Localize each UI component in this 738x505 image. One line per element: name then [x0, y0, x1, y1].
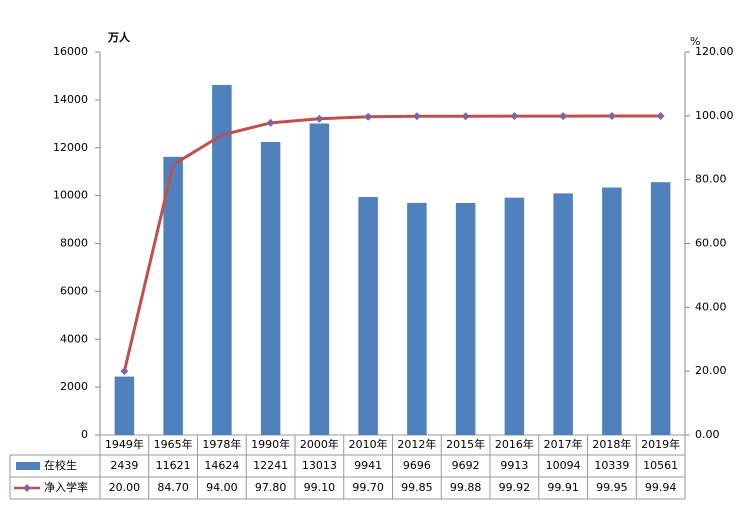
table-value: 10561 — [643, 459, 678, 472]
line-marker — [315, 114, 324, 123]
table-value: 9692 — [452, 459, 480, 472]
y2-tick-label: 60.00 — [695, 237, 727, 250]
x-tick-label: 2017年 — [544, 437, 583, 451]
line-marker — [364, 112, 373, 121]
y2-tick-label: 20.00 — [695, 364, 727, 377]
table-value: 9696 — [403, 459, 431, 472]
x-tick-label: 2016年 — [495, 437, 534, 451]
legend-swatch — [16, 462, 40, 470]
x-tick-label: 2012年 — [397, 437, 436, 451]
line — [122, 114, 661, 372]
table-value: 12241 — [253, 459, 288, 472]
y-tick-label: 8000 — [60, 237, 88, 250]
x-tick-label: 1949年 — [105, 437, 144, 451]
line-marker — [266, 118, 275, 127]
line-marker — [461, 112, 470, 121]
y-tick-label: 14000 — [53, 93, 88, 106]
line-marker — [607, 111, 616, 120]
table-value: 11621 — [156, 459, 191, 472]
table-value: 99.70 — [352, 481, 384, 494]
table-value: 10094 — [546, 459, 581, 472]
bar — [504, 197, 525, 435]
bar — [212, 84, 232, 436]
table-value: 14624 — [204, 459, 239, 472]
table-value: 9913 — [500, 459, 528, 472]
y2-tick-label: 40.00 — [695, 300, 727, 313]
x-tick-label: 2000年 — [300, 437, 339, 451]
bar — [455, 202, 476, 435]
table-value: 13013 — [302, 459, 337, 472]
bar — [407, 202, 427, 435]
x-tick-label: 2018年 — [592, 437, 631, 451]
y2-tick-label: 120.00 — [695, 45, 734, 58]
table-value: 9941 — [354, 459, 382, 472]
bar — [309, 123, 330, 435]
y-tick-label: 2000 — [60, 380, 88, 393]
legend-label: 在校生 — [44, 458, 77, 472]
table-value: 99.95 — [596, 481, 628, 494]
y2-tick-label: 80.00 — [695, 173, 727, 186]
x-tick-label: 1965年 — [154, 437, 193, 451]
x-tick-label: 1990年 — [251, 437, 290, 451]
x-tick-label: 1978年 — [202, 437, 241, 451]
bar — [602, 187, 622, 435]
line-marker — [169, 160, 178, 169]
x-tick-label: 2015年 — [446, 437, 485, 451]
y-tick-label: 4000 — [60, 332, 88, 345]
table-value: 94.00 — [206, 481, 238, 494]
y-tick-label: 16000 — [53, 45, 88, 58]
bar — [163, 156, 183, 435]
bar — [650, 182, 671, 435]
bar — [358, 197, 378, 435]
table-value: 99.10 — [304, 481, 336, 494]
table-value: 84.70 — [157, 481, 189, 494]
x-tick-label: 2010年 — [349, 437, 388, 451]
table-value: 99.88 — [450, 481, 482, 494]
y-tick-label: 12000 — [53, 141, 88, 154]
bar — [553, 193, 573, 435]
bar — [260, 141, 281, 435]
y-axis-title: 万人 — [107, 30, 131, 44]
y-tick-label: 6000 — [60, 284, 88, 297]
bar — [114, 376, 135, 435]
line-marker — [656, 112, 665, 121]
table-value: 10339 — [594, 459, 629, 472]
y2-tick-label: 100.00 — [695, 109, 734, 122]
x-tick-label: 2019年 — [641, 437, 680, 451]
table-value: 99.85 — [401, 481, 433, 494]
legend-label: 净入学率 — [44, 480, 88, 494]
line-marker — [559, 112, 568, 121]
y2-tick-label: 0.00 — [695, 428, 720, 441]
table-value: 97.80 — [255, 481, 287, 494]
y2-axis-title: % — [690, 35, 700, 48]
table-value: 99.92 — [499, 481, 531, 494]
y-tick-label: 10000 — [53, 189, 88, 202]
table-value: 2439 — [110, 459, 138, 472]
line-marker — [412, 112, 421, 121]
legend-marker — [23, 484, 31, 492]
table-value: 20.00 — [109, 481, 141, 494]
table-value: 99.91 — [547, 481, 579, 494]
table-value: 99.94 — [645, 481, 677, 494]
y-tick-label: 0 — [81, 428, 88, 441]
line-marker — [217, 130, 226, 139]
line-marker — [510, 112, 519, 121]
line-marker — [120, 367, 129, 376]
